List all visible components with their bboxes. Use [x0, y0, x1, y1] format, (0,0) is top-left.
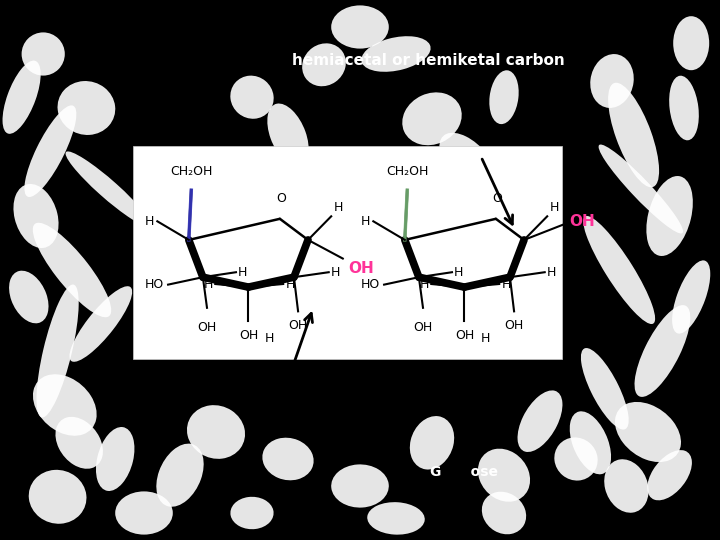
Ellipse shape [66, 151, 150, 227]
Text: H: H [238, 266, 248, 279]
Ellipse shape [37, 285, 78, 417]
Ellipse shape [14, 184, 58, 248]
Text: H: H [204, 278, 213, 291]
Ellipse shape [187, 405, 245, 459]
Ellipse shape [22, 32, 65, 76]
Ellipse shape [583, 216, 655, 324]
Text: H: H [331, 266, 341, 279]
Text: CH₂OH: CH₂OH [386, 165, 428, 178]
Ellipse shape [634, 305, 690, 397]
Ellipse shape [33, 374, 96, 436]
Text: OH: OH [348, 261, 374, 276]
Ellipse shape [615, 402, 681, 462]
Ellipse shape [482, 492, 526, 534]
Text: OH: OH [455, 329, 474, 342]
Text: OH: OH [289, 320, 307, 333]
Text: G      ose: G ose [431, 465, 498, 480]
Ellipse shape [518, 390, 562, 452]
Ellipse shape [608, 83, 659, 187]
Ellipse shape [361, 36, 431, 72]
Ellipse shape [598, 145, 683, 233]
Ellipse shape [478, 449, 530, 502]
Ellipse shape [29, 470, 86, 524]
Text: H: H [501, 278, 510, 291]
Ellipse shape [58, 81, 115, 135]
Ellipse shape [267, 104, 309, 166]
Ellipse shape [490, 70, 518, 124]
Text: H: H [547, 266, 557, 279]
Text: OH: OH [197, 321, 217, 334]
Text: H: H [480, 333, 490, 346]
Text: O: O [492, 192, 503, 205]
Ellipse shape [672, 260, 710, 334]
Ellipse shape [331, 5, 389, 49]
Text: H: H [144, 215, 153, 228]
Text: O: O [276, 192, 287, 205]
Text: CH₂OH: CH₂OH [170, 165, 212, 178]
Ellipse shape [367, 502, 425, 535]
Ellipse shape [55, 417, 103, 469]
Ellipse shape [262, 438, 314, 480]
Ellipse shape [115, 491, 173, 535]
Text: H: H [360, 215, 370, 228]
Ellipse shape [331, 464, 389, 508]
Ellipse shape [96, 427, 135, 491]
Ellipse shape [554, 437, 598, 481]
Text: OH: OH [570, 214, 595, 229]
Ellipse shape [230, 76, 274, 119]
Ellipse shape [570, 411, 611, 474]
FancyBboxPatch shape [133, 146, 562, 359]
Text: HO: HO [361, 278, 380, 291]
Ellipse shape [410, 416, 454, 470]
Text: H: H [285, 278, 294, 291]
Text: H: H [264, 333, 274, 346]
Text: OH: OH [505, 320, 523, 333]
Text: H: H [549, 201, 559, 214]
Text: H: H [333, 201, 343, 214]
Ellipse shape [590, 54, 634, 108]
Ellipse shape [402, 92, 462, 145]
Ellipse shape [230, 497, 274, 529]
Ellipse shape [33, 222, 111, 318]
Ellipse shape [647, 176, 693, 256]
Ellipse shape [604, 459, 649, 513]
Ellipse shape [439, 133, 497, 191]
Text: H: H [420, 278, 429, 291]
Ellipse shape [3, 60, 40, 134]
Ellipse shape [581, 348, 629, 429]
Ellipse shape [24, 105, 76, 197]
Text: H: H [454, 266, 464, 279]
Ellipse shape [156, 444, 204, 507]
Text: OH: OH [413, 321, 433, 334]
Text: hemiacetal or hemiketal carbon: hemiacetal or hemiketal carbon [292, 53, 564, 68]
Ellipse shape [69, 286, 132, 362]
Ellipse shape [9, 271, 48, 323]
Text: HO: HO [145, 278, 164, 291]
Ellipse shape [673, 16, 709, 70]
Ellipse shape [669, 76, 699, 140]
Ellipse shape [302, 43, 346, 86]
Text: OH: OH [239, 329, 258, 342]
Ellipse shape [647, 450, 692, 501]
